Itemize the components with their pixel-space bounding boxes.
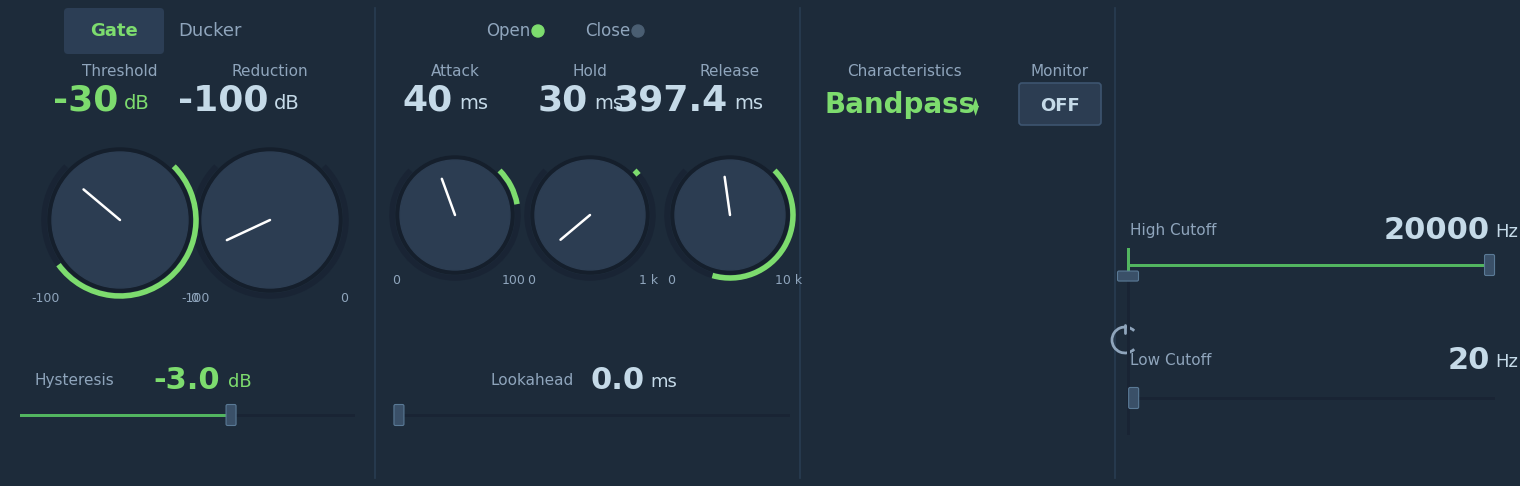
Text: 0: 0 xyxy=(190,292,198,305)
Text: dB: dB xyxy=(228,373,252,391)
Text: Hz: Hz xyxy=(1496,353,1518,371)
Circle shape xyxy=(202,152,337,288)
Circle shape xyxy=(49,148,192,292)
Text: 0: 0 xyxy=(340,292,348,305)
Circle shape xyxy=(675,160,784,270)
Text: 0: 0 xyxy=(667,274,675,287)
Text: Threshold: Threshold xyxy=(82,65,158,80)
Text: Gate: Gate xyxy=(90,22,138,40)
Text: ms: ms xyxy=(651,373,676,391)
FancyBboxPatch shape xyxy=(1485,255,1494,276)
Bar xyxy=(20,414,231,417)
Text: dB: dB xyxy=(125,93,150,112)
Text: ◄►: ◄► xyxy=(970,95,983,115)
Text: Close: Close xyxy=(585,22,629,40)
FancyBboxPatch shape xyxy=(64,8,164,54)
FancyBboxPatch shape xyxy=(1129,387,1138,409)
Text: Release: Release xyxy=(699,65,760,80)
Text: 100: 100 xyxy=(502,274,526,287)
Circle shape xyxy=(397,156,514,274)
Text: -30: -30 xyxy=(53,83,119,117)
Text: 0.0: 0.0 xyxy=(591,365,644,395)
Bar xyxy=(1129,263,1496,266)
Text: 397.4: 397.4 xyxy=(614,83,728,117)
Bar xyxy=(1126,248,1129,435)
Bar xyxy=(395,414,398,417)
Circle shape xyxy=(535,160,644,270)
Circle shape xyxy=(400,160,511,270)
Text: High Cutoff: High Cutoff xyxy=(1129,223,1216,238)
Text: 0: 0 xyxy=(392,274,400,287)
Circle shape xyxy=(670,156,789,274)
Text: Hysteresis: Hysteresis xyxy=(35,372,114,387)
Circle shape xyxy=(530,156,649,274)
Text: Hold: Hold xyxy=(573,65,608,80)
Text: Low Cutoff: Low Cutoff xyxy=(1129,352,1211,367)
Text: ms: ms xyxy=(459,93,488,112)
Text: Hz: Hz xyxy=(1496,223,1518,241)
Text: 0: 0 xyxy=(527,274,535,287)
Text: 30: 30 xyxy=(538,83,588,117)
Text: -100: -100 xyxy=(182,292,210,305)
Text: Attack: Attack xyxy=(430,65,479,80)
FancyBboxPatch shape xyxy=(226,404,236,426)
Bar xyxy=(395,414,790,417)
Text: dB: dB xyxy=(274,93,299,112)
FancyBboxPatch shape xyxy=(1018,83,1100,125)
Text: Open: Open xyxy=(486,22,530,40)
Circle shape xyxy=(532,25,544,37)
Text: OFF: OFF xyxy=(1040,97,1079,115)
Text: Characteristics: Characteristics xyxy=(848,65,962,80)
Bar xyxy=(1129,397,1496,399)
Text: Bandpass: Bandpass xyxy=(824,91,976,119)
Circle shape xyxy=(198,148,342,292)
Circle shape xyxy=(632,25,644,37)
Text: -100: -100 xyxy=(32,292,61,305)
Text: 1 k: 1 k xyxy=(640,274,658,287)
Text: ms: ms xyxy=(594,93,623,112)
Text: Reduction: Reduction xyxy=(231,65,309,80)
Text: Monitor: Monitor xyxy=(1031,65,1088,80)
FancyBboxPatch shape xyxy=(1117,271,1138,281)
Bar xyxy=(20,414,356,417)
Bar xyxy=(1126,248,1129,276)
Text: 40: 40 xyxy=(403,83,453,117)
Text: Ducker: Ducker xyxy=(178,22,242,40)
Text: ms: ms xyxy=(734,93,763,112)
Text: Lookahead: Lookahead xyxy=(489,372,573,387)
Bar xyxy=(1129,397,1134,399)
Text: 20000: 20000 xyxy=(1383,215,1490,244)
Text: -100: -100 xyxy=(178,83,268,117)
FancyBboxPatch shape xyxy=(394,404,404,426)
Bar xyxy=(1129,263,1490,266)
Text: 10 k: 10 k xyxy=(775,274,803,287)
Circle shape xyxy=(52,152,188,288)
Text: 20: 20 xyxy=(1447,346,1490,375)
Text: -3.0: -3.0 xyxy=(154,365,220,395)
